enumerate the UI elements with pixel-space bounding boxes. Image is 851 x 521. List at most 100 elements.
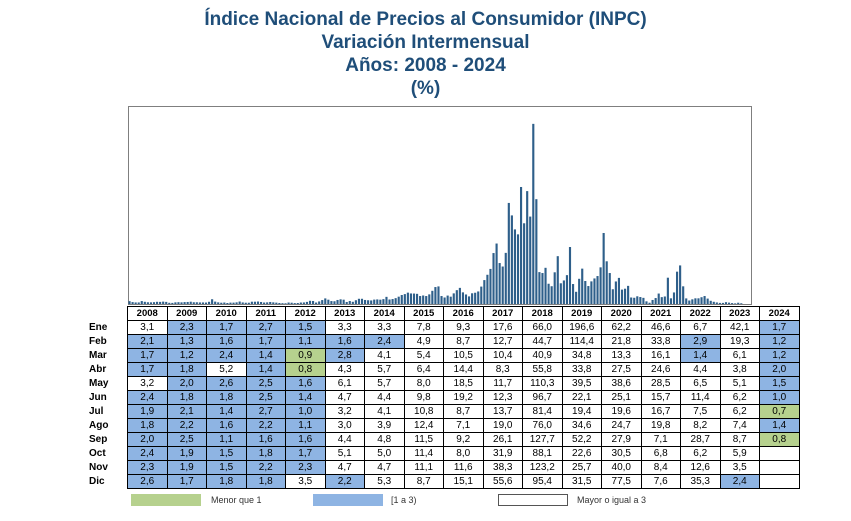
- year-header-2019: 2019: [561, 306, 602, 321]
- table-corner: [86, 307, 128, 321]
- value-cell: 33,8: [640, 334, 681, 349]
- bar-2018-Ene: [495, 243, 498, 304]
- bar-2019-Nov: [562, 280, 565, 304]
- bar-2023-Jun: [694, 298, 697, 304]
- table-row: Sep 2,0 2,5 1,1 1,6 1,6 4,4 4,8 11,5 9,2 26,1 127,7…: [86, 432, 800, 447]
- legend-swatch-low: [131, 494, 201, 506]
- value-cell: 1,4: [680, 348, 721, 363]
- value-cell: 1,4: [285, 390, 326, 405]
- bar-2020-Abr: [578, 278, 581, 304]
- value-cell: 3,8: [719, 362, 760, 377]
- bar-2012-Ago: [296, 302, 299, 304]
- bar-2016-Sep: [446, 295, 449, 304]
- value-cell: 19,8: [640, 418, 681, 433]
- year-header-2008: 2008: [127, 306, 168, 321]
- value-cell: 11,1: [403, 460, 444, 475]
- bar-2023-Dic: [712, 301, 715, 304]
- bar-2012-Ene: [275, 302, 278, 304]
- value-cell: [759, 446, 800, 461]
- bar-2010-Mar: [207, 301, 211, 304]
- value-cell: 27,9: [601, 432, 642, 447]
- month-label: Oct: [89, 447, 106, 459]
- value-cell: 0,8: [285, 362, 326, 377]
- value-cell: 12,7: [482, 334, 523, 349]
- bar-2018-Abr: [504, 252, 507, 304]
- year-header-2010: 2010: [206, 306, 247, 321]
- bar-2008-Ene: [128, 301, 131, 304]
- value-cell: 16,7: [640, 404, 681, 419]
- table-row: Nov 2,3 1,9 1,5 2,2 2,3 4,7 4,7 11,1 11,6 38,3 123,…: [86, 460, 800, 475]
- month-label: Sep: [89, 433, 108, 445]
- value-cell: 5,7: [364, 362, 405, 377]
- value-cell: 6,4: [403, 362, 444, 377]
- bar-2016-Ene: [422, 295, 425, 304]
- value-cell: 8,7: [719, 432, 760, 447]
- bar-2022-Nov: [672, 292, 676, 304]
- bar-2021-Ene: [605, 261, 608, 304]
- bar-2011-Mar: [244, 302, 247, 304]
- month-label: Mar: [89, 349, 107, 361]
- value-cell: 7,8: [403, 320, 444, 335]
- value-cell: 10,4: [482, 348, 523, 363]
- value-cell: 1,7: [245, 334, 286, 349]
- value-cell: 7,5: [680, 404, 721, 419]
- bar-2020-Jun: [584, 281, 587, 304]
- bar-2019-Dic: [565, 275, 569, 304]
- table-row: Mar 1,7 1,2 2,4 1,4 0,9 2,8 4,1 5,4 10,5 10,4 40,9 3…: [86, 348, 800, 363]
- bar-2016-Jul: [440, 296, 443, 304]
- bar-2011-Sep: [263, 302, 266, 304]
- bar-2020-Ago: [590, 281, 593, 304]
- value-cell: 2,8: [324, 348, 365, 363]
- table-row: Jul 1,9 2,1 1,4 2,7 1,0 3,2 4,1 10,8 8,7 13,7 81,4 1…: [86, 404, 800, 419]
- value-cell: 40,9: [522, 348, 563, 363]
- value-cell: 2,4: [127, 390, 168, 405]
- value-cell: 2,3: [166, 320, 207, 335]
- bar-2012-Jul: [293, 303, 296, 304]
- bar-2012-Mar: [281, 303, 284, 304]
- bar-2008-Jun: [143, 301, 146, 304]
- value-cell: 2,2: [324, 474, 365, 489]
- value-cell: 17,6: [482, 320, 523, 335]
- bar-2021-Feb: [608, 273, 611, 304]
- bar-2015-Jul: [403, 294, 406, 304]
- value-cell: 6,5: [680, 376, 721, 391]
- value-cell: 1,6: [245, 432, 286, 447]
- bar-2011-Dic: [272, 302, 275, 304]
- value-cell: 5,9: [719, 446, 760, 461]
- value-cell: 3,9: [364, 418, 405, 433]
- value-cell: 5,7: [364, 376, 405, 391]
- value-cell: 1,7: [166, 474, 207, 489]
- bar-2008-Oct: [155, 301, 159, 304]
- value-cell: 2,6: [206, 376, 247, 391]
- bar-2012-May: [287, 302, 290, 304]
- bar-2021-Jun: [620, 289, 624, 304]
- value-cell: 1,4: [245, 362, 286, 377]
- bar-2015-Jun: [400, 295, 403, 304]
- value-cell: 1,2: [759, 348, 800, 363]
- value-cell: 4,4: [364, 390, 405, 405]
- bar-2021-Ago: [627, 285, 630, 304]
- value-cell: 8,2: [680, 418, 721, 433]
- value-cell: 2,2: [245, 460, 286, 475]
- value-cell: 123,2: [522, 460, 563, 475]
- bar-2013-Jul: [330, 301, 333, 304]
- value-cell: 8,3: [482, 362, 523, 377]
- bar-2017-Jun: [474, 292, 477, 304]
- value-cell: 0,8: [759, 432, 800, 447]
- value-cell: 77,5: [601, 474, 642, 489]
- bar-2015-Dic: [419, 296, 422, 304]
- bar-2023-Jul: [697, 298, 700, 304]
- value-cell: 81,4: [522, 404, 563, 419]
- table-row: Abr 1,7 1,8 5,2 1,4 0,8 4,3 5,7 6,4 14,4 8,3 55,8 33…: [86, 362, 800, 377]
- bar-2023-Mar: [685, 298, 688, 304]
- bar-2009-Feb: [168, 302, 171, 304]
- bar-2008-Nov: [159, 301, 162, 304]
- value-cell: 95,4: [522, 474, 563, 489]
- value-cell: 3,3: [364, 320, 405, 335]
- bar-2018-Nov: [526, 191, 529, 304]
- year-header-2024: 2024: [759, 306, 800, 321]
- value-cell: 2,0: [127, 432, 168, 447]
- bar-2022-Ene: [642, 297, 645, 304]
- value-cell: 28,5: [640, 376, 681, 391]
- chart-unit: (%): [410, 78, 441, 99]
